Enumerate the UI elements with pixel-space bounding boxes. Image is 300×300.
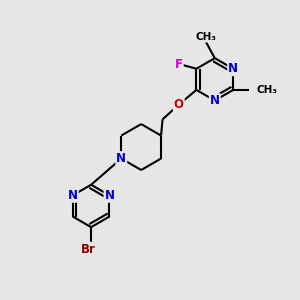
Text: O: O [174, 98, 184, 111]
Text: N: N [228, 62, 238, 75]
Text: CH₃: CH₃ [195, 32, 216, 42]
Text: F: F [175, 58, 183, 71]
Text: Br: Br [81, 243, 96, 256]
Text: N: N [68, 189, 78, 202]
Text: N: N [104, 189, 115, 202]
Text: CH₃: CH₃ [257, 85, 278, 95]
Text: N: N [210, 94, 220, 107]
Text: N: N [116, 152, 126, 165]
